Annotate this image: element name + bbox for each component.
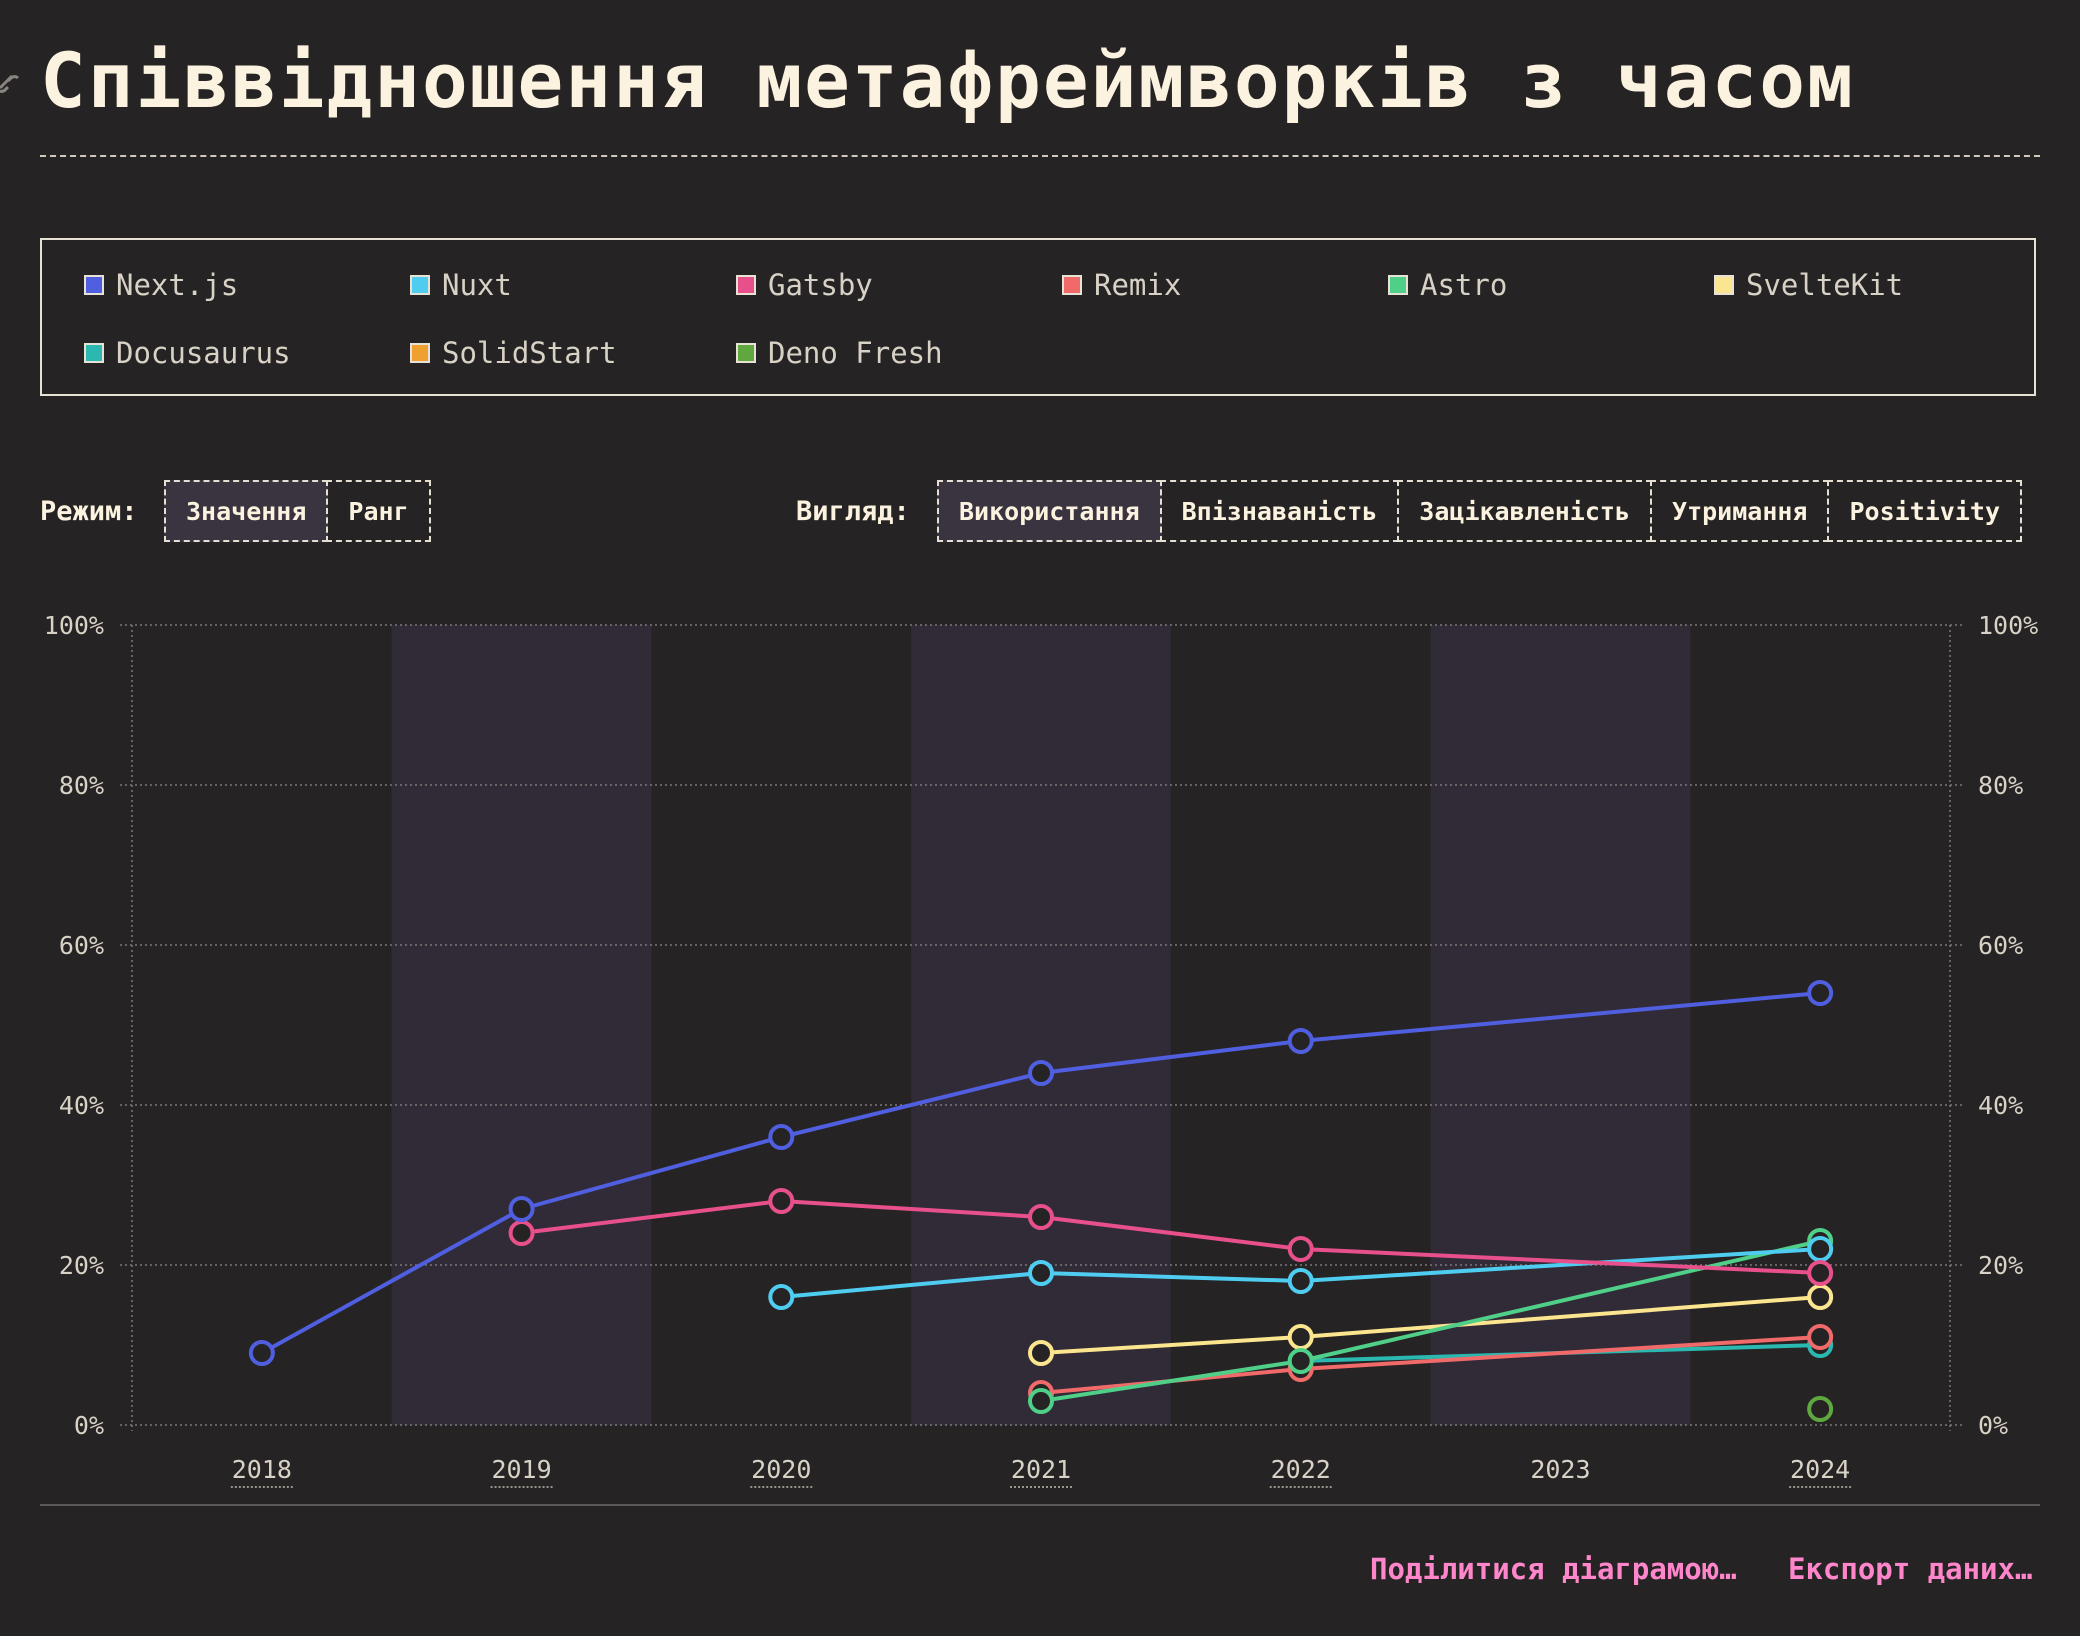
point-next-js-2021 bbox=[1028, 1060, 1054, 1086]
legend-item-nuxt[interactable]: Nuxt bbox=[410, 268, 512, 302]
y-tick-right-3: 60% bbox=[1978, 931, 2023, 960]
point-nuxt-2024 bbox=[1807, 1236, 1834, 1262]
point-remix-2024 bbox=[1807, 1324, 1834, 1350]
y-tick-right-4: 80% bbox=[1978, 771, 2023, 800]
legend-label: Astro bbox=[1420, 268, 1508, 302]
point-gatsby-2022 bbox=[1287, 1236, 1314, 1262]
view-option-4[interactable]: Positivity bbox=[1827, 480, 2022, 542]
point-next-js-2019 bbox=[508, 1196, 535, 1222]
y-tick-left-0: 0% bbox=[74, 1411, 104, 1440]
link-icon[interactable] bbox=[0, 70, 22, 98]
view-option-1[interactable]: Впізнаваність bbox=[1159, 480, 1400, 542]
legend-swatch bbox=[736, 275, 756, 295]
mode-option-1[interactable]: Ранг bbox=[326, 480, 431, 542]
mode-option-0[interactable]: Значення bbox=[164, 480, 329, 542]
view-option-3[interactable]: Утримання bbox=[1650, 480, 1830, 542]
y-tick-right-2: 40% bbox=[1978, 1091, 2023, 1120]
x-tick-2022: 2022 bbox=[1271, 1455, 1331, 1484]
legend: Next.js Nuxt Gatsby Remix Astro SvelteKit Docu… bbox=[40, 238, 2036, 396]
year-band-2021 bbox=[911, 625, 1171, 1425]
view-label: Вигляд: bbox=[796, 496, 910, 527]
mode-label: Режим: bbox=[40, 496, 138, 527]
point-sveltekit-2024 bbox=[1807, 1284, 1834, 1310]
legend-swatch bbox=[84, 275, 104, 295]
legend-label: Deno Fresh bbox=[768, 336, 943, 370]
legend-swatch bbox=[410, 343, 430, 363]
point-next-js-2024 bbox=[1807, 980, 1834, 1006]
legend-label: Gatsby bbox=[768, 268, 873, 302]
x-tick-2019: 2019 bbox=[491, 1455, 551, 1484]
y-tick-left-3: 60% bbox=[59, 931, 104, 960]
x-tick-2023: 2023 bbox=[1530, 1455, 1590, 1484]
y-tick-left-1: 20% bbox=[59, 1251, 104, 1280]
export-data-link[interactable]: Експорт даних… bbox=[1788, 1552, 2033, 1586]
legend-label: Nuxt bbox=[442, 268, 512, 302]
legend-item-next-js[interactable]: Next.js bbox=[84, 268, 238, 302]
series-line-nuxt bbox=[781, 1247, 1821, 1299]
point-gatsby-2024 bbox=[1807, 1260, 1834, 1286]
x-tick-2024: 2024 bbox=[1790, 1455, 1850, 1484]
point-next-js-2020 bbox=[768, 1124, 795, 1150]
view-toggle: Використання Впізнаваність Зацікавленість У… bbox=[937, 480, 2022, 542]
x-tick-2021: 2021 bbox=[1011, 1455, 1071, 1484]
line-chart: 0% 0% 20% 20% 40% 40% 60% 60% 80% 80% 100% 100% 2018… bbox=[44, 611, 2038, 1488]
view-option-2[interactable]: Зацікавленість bbox=[1397, 480, 1653, 542]
y-tick-right-0: 0% bbox=[1978, 1411, 2008, 1440]
legend-item-remix[interactable]: Remix bbox=[1062, 268, 1181, 302]
title-divider bbox=[40, 155, 2040, 157]
y-tick-left-2: 40% bbox=[59, 1091, 104, 1120]
footer-divider bbox=[40, 1504, 2040, 1506]
legend-item-sveltekit[interactable]: SvelteKit bbox=[1714, 268, 1903, 302]
y-tick-left-4: 80% bbox=[59, 771, 104, 800]
legend-label: SvelteKit bbox=[1746, 268, 1904, 302]
legend-label: SolidStart bbox=[442, 336, 617, 370]
point-sveltekit-2021 bbox=[1028, 1340, 1054, 1366]
point-gatsby-2019 bbox=[508, 1220, 535, 1246]
y-tick-left-5: 100% bbox=[44, 611, 104, 640]
series-line-next-js bbox=[260, 991, 1821, 1355]
view-option-0[interactable]: Використання bbox=[937, 480, 1162, 542]
legend-swatch bbox=[84, 343, 104, 363]
page-title: Співвідношення метафреймворків з часом bbox=[40, 36, 1855, 125]
share-chart-link[interactable]: Поділитися діаграмою… bbox=[1370, 1552, 1737, 1586]
legend-label: Remix bbox=[1094, 268, 1182, 302]
legend-swatch bbox=[1714, 275, 1734, 295]
legend-swatch bbox=[410, 275, 430, 295]
point-nuxt-2020 bbox=[768, 1284, 795, 1310]
y-tick-right-1: 20% bbox=[1978, 1251, 2023, 1280]
mode-toggle: Значення Ранг bbox=[164, 480, 431, 542]
point-astro-2021 bbox=[1028, 1388, 1054, 1414]
point-sveltekit-2022 bbox=[1287, 1324, 1314, 1350]
x-tick-2020: 2020 bbox=[751, 1455, 811, 1484]
point-gatsby-2020 bbox=[768, 1188, 795, 1214]
legend-swatch bbox=[1062, 275, 1082, 295]
legend-label: Docusaurus bbox=[116, 336, 291, 370]
point-next-js-2018 bbox=[248, 1340, 275, 1366]
year-band-2019 bbox=[391, 625, 652, 1425]
y-tick-right-5: 100% bbox=[1978, 611, 2038, 640]
legend-item-deno-fresh[interactable]: Deno Fresh bbox=[736, 336, 943, 370]
legend-item-solidstart[interactable]: SolidStart bbox=[410, 336, 617, 370]
x-tick-2018: 2018 bbox=[232, 1455, 292, 1484]
legend-item-gatsby[interactable]: Gatsby bbox=[736, 268, 873, 302]
legend-item-docusaurus[interactable]: Docusaurus bbox=[84, 336, 291, 370]
point-deno-fresh-2024 bbox=[1807, 1396, 1834, 1422]
point-gatsby-2021 bbox=[1028, 1204, 1054, 1230]
point-astro-2022 bbox=[1287, 1348, 1314, 1374]
point-next-js-2022 bbox=[1287, 1028, 1314, 1054]
point-nuxt-2022 bbox=[1287, 1268, 1314, 1294]
legend-item-astro[interactable]: Astro bbox=[1388, 268, 1507, 302]
legend-swatch bbox=[736, 343, 756, 363]
legend-label: Next.js bbox=[116, 268, 239, 302]
legend-swatch bbox=[1388, 275, 1408, 295]
point-nuxt-2021 bbox=[1028, 1260, 1054, 1286]
